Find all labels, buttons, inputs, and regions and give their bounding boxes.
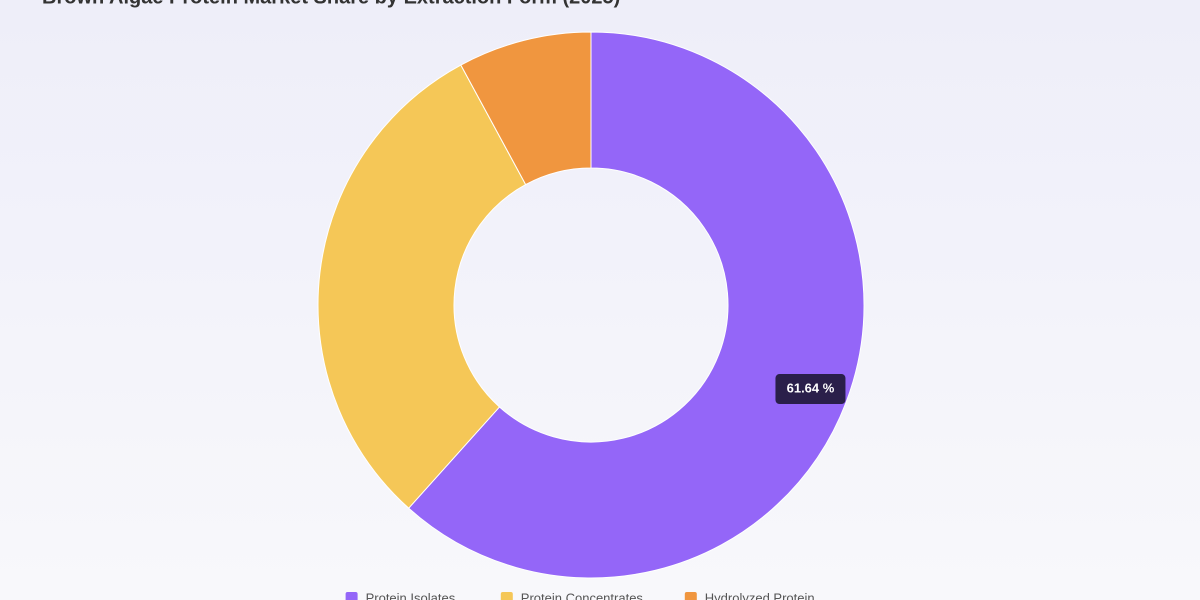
legend-swatch xyxy=(345,592,358,600)
value-label: 61.64 % xyxy=(787,380,835,395)
chart-title: Brown Algae Protein Market Share by Extr… xyxy=(42,0,620,8)
donut-slice xyxy=(460,31,592,186)
legend-label: Protein Concentrates xyxy=(521,590,644,600)
legend-swatch xyxy=(500,592,513,600)
legend-label: Hydrolyzed Protein xyxy=(705,590,815,600)
value-label-box xyxy=(775,374,846,405)
donut-slice xyxy=(407,31,865,579)
legend-label: Protein Isolates xyxy=(366,590,456,600)
donut-slice xyxy=(317,64,527,509)
legend-swatch xyxy=(684,592,697,600)
